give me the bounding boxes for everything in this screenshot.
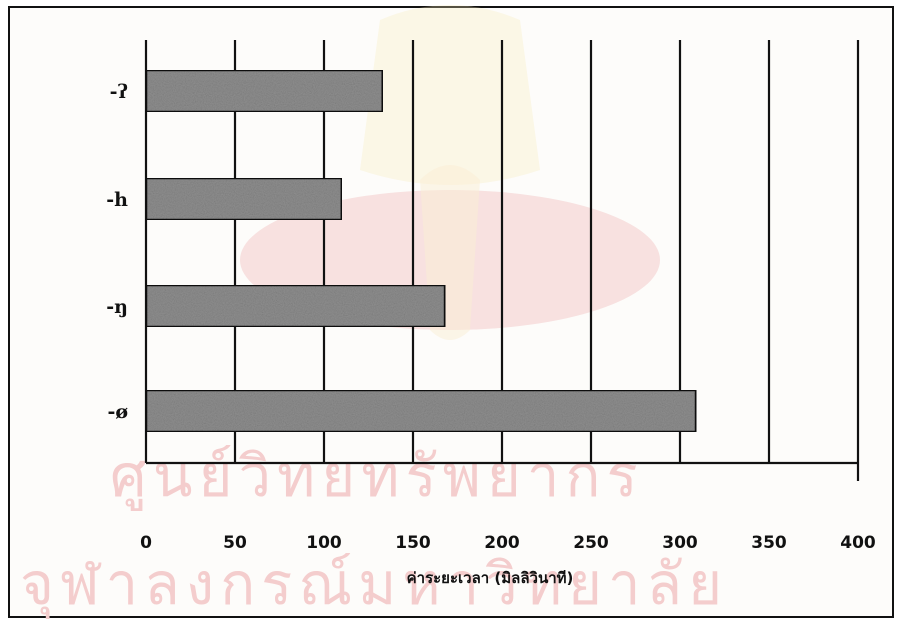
- x-tick-label-100: 100: [306, 533, 342, 553]
- bar-4: [144, 388, 698, 434]
- x-tick-label-250: 250: [573, 533, 609, 553]
- watermark-line-2: จุฬาลงกรณ์มหาวิทยาลัย: [20, 550, 728, 620]
- x-tick-label-300: 300: [662, 533, 698, 553]
- category-label-4: -ø: [107, 401, 128, 423]
- x-tick-label-200: 200: [484, 533, 520, 553]
- x-tick-label-50: 50: [223, 533, 247, 553]
- bar-1: [144, 68, 384, 114]
- x-axis-title: ค่าระยะเวลา (มิลลิวินาที): [407, 569, 574, 587]
- category-label-3: -ŋ: [106, 296, 128, 318]
- bars: [144, 68, 698, 434]
- x-tick-label-0: 0: [140, 533, 152, 553]
- x-tick-label-150: 150: [395, 533, 431, 553]
- category-label-2: -h: [106, 189, 128, 211]
- watermark-line-1: ศูนย์วิทยทรัพยากร: [110, 442, 644, 511]
- category-labels: -ʔ -h -ŋ -ø: [106, 81, 128, 423]
- x-tick-label-350: 350: [751, 533, 787, 553]
- bar-3: [144, 283, 447, 329]
- x-axis: [146, 461, 860, 481]
- bar-2: [144, 176, 344, 222]
- x-tick-label-400: 400: [840, 533, 876, 553]
- category-label-1: -ʔ: [110, 81, 128, 103]
- x-tick-labels: 0 50 100 150 200 250 300 350 400: [140, 533, 876, 553]
